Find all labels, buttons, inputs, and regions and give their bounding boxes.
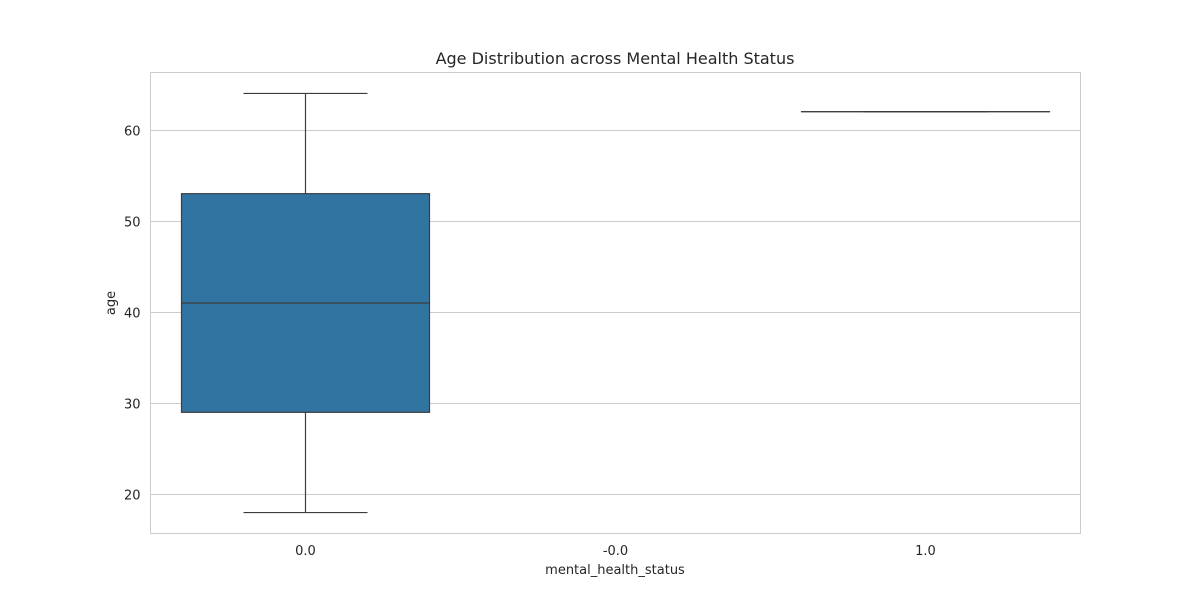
- y-tick-label: 60: [124, 125, 141, 140]
- y-tick-label: 50: [124, 216, 141, 231]
- y-tick-label: 30: [124, 398, 141, 413]
- y-axis-label: age: [104, 291, 119, 315]
- x-tick-label: -0.0: [603, 544, 628, 559]
- x-axis-ticks: 0.0 -0.0 1.0: [295, 544, 936, 559]
- x-tick-label: 0.0: [295, 544, 316, 559]
- y-tick-label: 40: [124, 307, 141, 322]
- y-axis-ticks: 20 30 40 50 60: [124, 125, 141, 504]
- x-axis-label: mental_health_status: [545, 563, 685, 578]
- y-tick-label: 20: [124, 489, 141, 504]
- chart-title: Age Distribution across Mental Health St…: [436, 49, 795, 68]
- x-tick-label: 1.0: [915, 544, 936, 559]
